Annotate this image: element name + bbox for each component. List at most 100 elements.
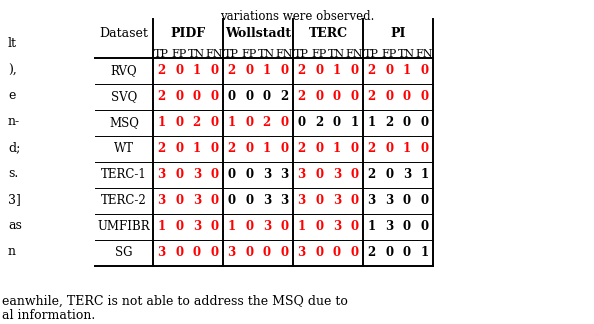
Text: 3: 3 (192, 194, 201, 207)
Text: ),: ), (8, 64, 17, 76)
Text: 3: 3 (263, 194, 271, 207)
Text: 0: 0 (350, 194, 358, 207)
Text: 0: 0 (350, 246, 358, 259)
Text: 0: 0 (280, 220, 288, 233)
Text: 3: 3 (333, 194, 341, 207)
Text: 0: 0 (280, 246, 288, 259)
Text: 0: 0 (210, 64, 219, 77)
Text: 0: 0 (175, 64, 184, 77)
Text: FP: FP (172, 49, 187, 59)
Text: Dataset: Dataset (100, 28, 148, 40)
Text: n: n (8, 245, 16, 258)
Text: 2: 2 (157, 64, 166, 77)
Text: PIDF: PIDF (170, 28, 206, 40)
Text: 0: 0 (245, 90, 253, 103)
Text: 1: 1 (420, 168, 428, 181)
Text: 0: 0 (350, 142, 358, 155)
Text: 3: 3 (333, 168, 341, 181)
Text: 0: 0 (315, 168, 323, 181)
Text: 3: 3 (263, 220, 271, 233)
Text: 2: 2 (298, 142, 306, 155)
Text: 2: 2 (298, 90, 306, 103)
Text: TERC: TERC (308, 28, 347, 40)
Text: 0: 0 (280, 142, 288, 155)
Text: FP: FP (381, 49, 397, 59)
Text: 3: 3 (228, 246, 236, 259)
Text: 3]: 3] (8, 193, 21, 206)
Text: 0: 0 (420, 90, 428, 103)
Text: 0: 0 (315, 194, 323, 207)
Text: TP: TP (154, 49, 169, 59)
Text: 1: 1 (298, 220, 306, 233)
Text: FN: FN (276, 49, 293, 59)
Text: 0: 0 (385, 64, 393, 77)
Text: 3: 3 (157, 246, 166, 259)
Text: TERC-2: TERC-2 (101, 194, 147, 207)
Text: variations were observed.: variations were observed. (220, 10, 374, 23)
Text: 1: 1 (157, 116, 166, 129)
Text: 2: 2 (368, 90, 376, 103)
Text: FN: FN (346, 49, 363, 59)
Text: UMFIBR: UMFIBR (97, 220, 150, 233)
Text: 0: 0 (175, 116, 184, 129)
Text: FP: FP (242, 49, 257, 59)
Text: 0: 0 (210, 90, 219, 103)
Text: 0: 0 (192, 90, 201, 103)
Text: FN: FN (206, 49, 223, 59)
Text: 1: 1 (192, 142, 201, 155)
Text: 0: 0 (245, 168, 253, 181)
Text: 0: 0 (385, 90, 393, 103)
Text: 0: 0 (192, 246, 201, 259)
Text: TN: TN (328, 49, 345, 59)
Text: 1: 1 (263, 142, 271, 155)
Text: 0: 0 (228, 168, 236, 181)
Text: d;: d; (8, 141, 20, 154)
Text: 1: 1 (157, 220, 166, 233)
Text: 0: 0 (245, 220, 253, 233)
Text: eanwhile, TERC is not able to address the MSQ due to: eanwhile, TERC is not able to address th… (2, 295, 348, 308)
Text: SVQ: SVQ (111, 90, 137, 103)
Text: 0: 0 (175, 90, 184, 103)
Text: 0: 0 (350, 64, 358, 77)
Text: n-: n- (8, 115, 20, 128)
Text: 0: 0 (175, 220, 184, 233)
Text: 0: 0 (245, 116, 253, 129)
Text: 1: 1 (228, 220, 236, 233)
Text: SG: SG (115, 246, 132, 259)
Text: 0: 0 (210, 116, 219, 129)
Text: WT: WT (114, 142, 134, 155)
Text: lt: lt (8, 38, 17, 51)
Text: FN: FN (415, 49, 433, 59)
Text: MSQ: MSQ (109, 116, 139, 129)
Text: 1: 1 (403, 64, 411, 77)
Text: 0: 0 (333, 90, 341, 103)
Text: al information.: al information. (2, 309, 95, 322)
Text: 0: 0 (385, 168, 393, 181)
Text: 0: 0 (403, 246, 411, 259)
Text: 0: 0 (420, 220, 428, 233)
Text: 2: 2 (298, 64, 306, 77)
Text: FP: FP (312, 49, 327, 59)
Text: 0: 0 (175, 142, 184, 155)
Text: 0: 0 (420, 116, 428, 129)
Text: 3: 3 (385, 220, 393, 233)
Text: 1: 1 (228, 116, 236, 129)
Text: 1: 1 (420, 246, 428, 259)
Text: 0: 0 (263, 246, 271, 259)
Text: 0: 0 (298, 116, 306, 129)
Text: Wollstadt: Wollstadt (225, 28, 291, 40)
Text: 0: 0 (210, 168, 219, 181)
Text: 1: 1 (192, 64, 201, 77)
Text: 0: 0 (315, 246, 323, 259)
Text: 3: 3 (385, 194, 393, 207)
Text: 3: 3 (368, 194, 376, 207)
Text: s.: s. (8, 167, 18, 180)
Text: 3: 3 (192, 220, 201, 233)
Text: RVQ: RVQ (110, 64, 137, 77)
Text: 0: 0 (350, 90, 358, 103)
Text: 3: 3 (298, 246, 306, 259)
Text: 3: 3 (298, 194, 306, 207)
Text: PI: PI (390, 28, 406, 40)
Text: 0: 0 (175, 194, 184, 207)
Text: 0: 0 (385, 142, 393, 155)
